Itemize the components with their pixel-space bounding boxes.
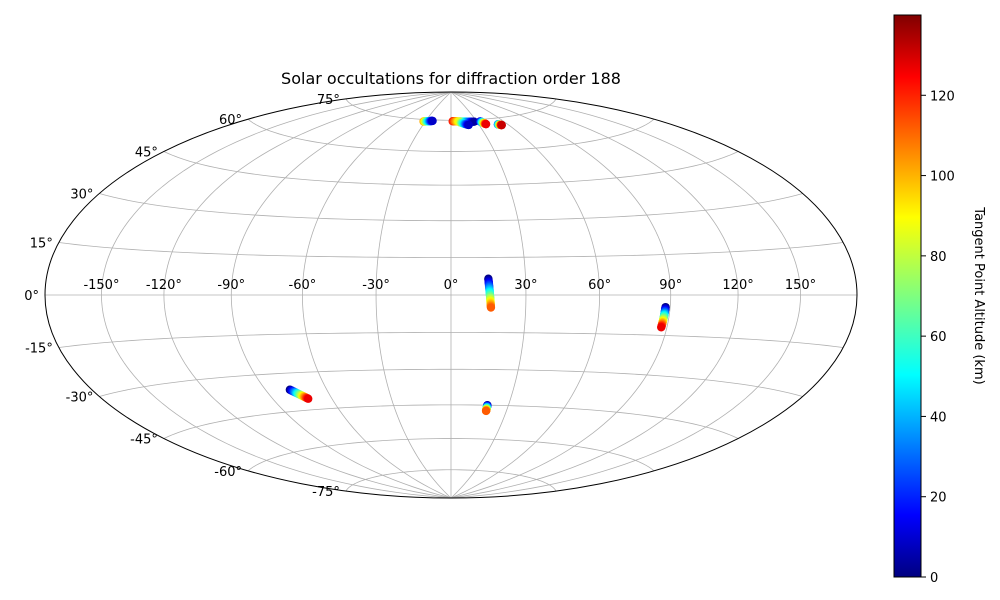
meridian-line <box>375 92 452 498</box>
occultation-track <box>481 400 492 416</box>
lon-tick-label: -150° <box>83 278 119 293</box>
colorbar-gradient <box>893 14 922 578</box>
lon-tick-label: 30° <box>514 278 537 293</box>
track-point <box>657 323 666 332</box>
map-boundary <box>44 91 858 499</box>
track-point <box>486 303 496 312</box>
meridian-line <box>230 92 452 498</box>
chart-title: Solar occultations for diffraction order… <box>281 69 621 88</box>
lon-tick-label: -30° <box>362 278 390 293</box>
occultation-tracks <box>285 116 670 416</box>
latitude-labels: -75° -60° -45° -30° -15° 0° 15° 30° 45° 60° 75° <box>24 93 340 500</box>
occultation-track <box>419 116 437 126</box>
lat-tick-label: -15° <box>25 342 53 357</box>
lon-tick-label: -120° <box>146 278 182 293</box>
colorbar-tick-label: 80 <box>930 250 947 265</box>
occultation-track <box>285 385 313 403</box>
lon-tick-label: 90° <box>659 278 682 293</box>
colorbar-label: Tangent Point Altitude (km) <box>971 206 986 384</box>
occultation-track <box>657 302 670 332</box>
meridian-line <box>450 92 672 498</box>
lon-tick-label: 150° <box>785 278 816 293</box>
meridian-line <box>450 92 801 498</box>
colorbar-tick-label: 40 <box>930 410 947 425</box>
lat-tick-label: 30° <box>70 188 93 203</box>
track-point <box>428 116 437 126</box>
track-point <box>304 394 313 403</box>
colorbar: 0 20 40 60 80 100 120 Tangent Point Altitude (… <box>893 14 986 586</box>
lat-tick-label: -75° <box>312 485 340 500</box>
occultation-track <box>493 120 506 130</box>
longitude-labels: -150° -120° -90° -60° -30° 0° 30° 60° 90° 120° 150… <box>83 278 816 293</box>
lat-tick-label: 0° <box>24 289 39 304</box>
colorbar-tick-label: 20 <box>930 491 947 506</box>
meridian-line <box>301 92 452 498</box>
track-point <box>481 406 491 416</box>
colorbar-tick-label: 120 <box>930 89 955 104</box>
graticule <box>45 92 857 498</box>
meridian-line <box>450 92 601 498</box>
lat-tick-label: -30° <box>66 391 94 406</box>
track-point <box>497 120 506 130</box>
track-point <box>481 119 491 129</box>
meridian-line <box>163 92 452 498</box>
lon-tick-label: 120° <box>722 278 753 293</box>
occultation-track <box>484 274 496 312</box>
colorbar-tick-label: 0 <box>930 571 938 586</box>
lat-tick-label: -45° <box>130 433 158 448</box>
lon-tick-label: 0° <box>444 278 459 293</box>
occultation-track <box>455 117 473 130</box>
lat-tick-label: 15° <box>30 236 53 251</box>
lon-tick-label: 60° <box>588 278 611 293</box>
lat-tick-label: 45° <box>135 145 158 160</box>
meridian-line <box>101 92 452 498</box>
occultation-track <box>475 117 491 129</box>
colorbar-tick-label: 100 <box>930 170 955 185</box>
lat-tick-label: 60° <box>219 113 242 128</box>
lat-tick-label: 75° <box>317 93 340 108</box>
track-point <box>464 120 473 130</box>
meridian-line <box>450 92 527 498</box>
colorbar-ticks: 0 20 40 60 80 100 120 <box>921 89 955 586</box>
lon-tick-label: -60° <box>289 278 317 293</box>
colorbar-tick-label: 60 <box>930 330 947 345</box>
lat-tick-label: -60° <box>214 465 242 480</box>
lon-tick-label: -90° <box>217 278 245 293</box>
meridian-line <box>450 92 739 498</box>
